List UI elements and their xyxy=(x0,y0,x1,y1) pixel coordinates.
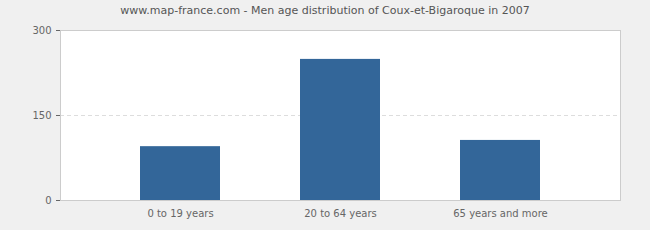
svg-text:20 to 64 years: 20 to 64 years xyxy=(304,208,377,219)
svg-text:0 to 19 years: 0 to 19 years xyxy=(147,208,213,219)
svg-text:150: 150 xyxy=(32,110,51,121)
svg-text:65 years and more: 65 years and more xyxy=(453,208,548,219)
svg-text:0: 0 xyxy=(45,195,51,206)
html-text:www.map-france.com - Men age d: www.map-france.com - Men age distributio… xyxy=(120,4,530,17)
svg-text:300: 300 xyxy=(32,25,51,36)
